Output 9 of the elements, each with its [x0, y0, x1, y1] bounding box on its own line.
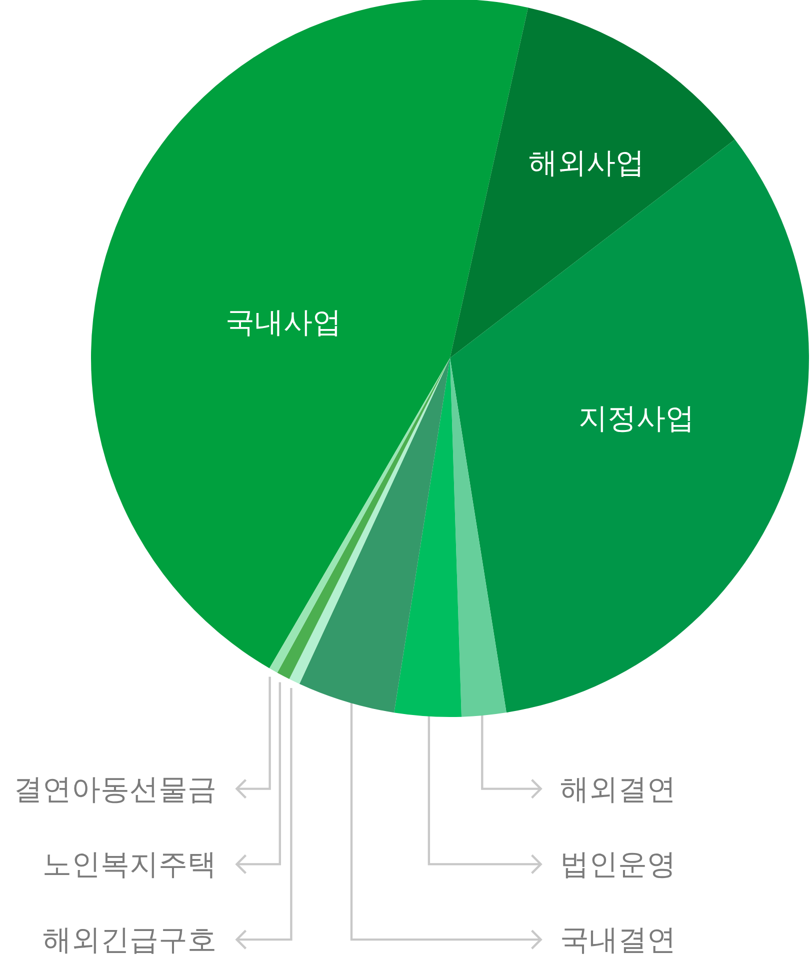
slice-label: 결연아동선물금 [14, 772, 217, 806]
slice-label: 국내사업 [225, 305, 342, 340]
slice-label: 해외긴급구호 [42, 922, 217, 957]
slice-label: 노인복지주택 [42, 847, 217, 882]
slice-label: 지정사업 [578, 400, 695, 435]
slice-label: 법인운영 [560, 847, 676, 882]
slice-label: 해외사업 [528, 145, 644, 180]
slice-label: 해외결연 [560, 772, 676, 806]
slice-label: 국내결연 [560, 922, 676, 957]
